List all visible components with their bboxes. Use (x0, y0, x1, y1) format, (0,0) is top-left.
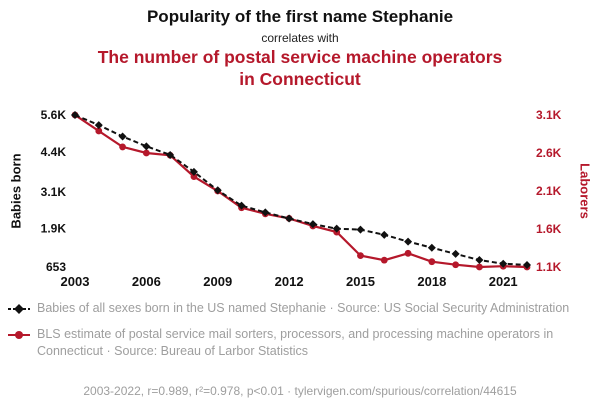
chart-svg: 5.6K 4.4K 3.1K 1.9K 653 3.1K 2.6K 2.1K 1.6K 1.1K 2… (41, 108, 562, 289)
svg-text:1.1K: 1.1K (536, 260, 562, 274)
chart-secondary-title: The number of postal service machine ope… (97, 47, 503, 89)
legend-label-laborers: BLS estimate of postal service mail sort… (37, 326, 554, 358)
legend-item-laborers: BLS estimate of postal service mail sort… (8, 326, 592, 360)
chart-header: Popularity of the first name Stephanie c… (0, 0, 600, 91)
red-line-circle-series-icon (8, 330, 30, 339)
legend-item-stephanie: Babies of all sexes born in the US named… (8, 300, 592, 317)
svg-text:2021: 2021 (489, 274, 518, 289)
chart-area: 5.6K 4.4K 3.1K 1.9K 653 3.1K 2.6K 2.1K 1.6K 1.1K 2… (0, 97, 600, 292)
svg-text:653: 653 (46, 260, 66, 274)
svg-text:2006: 2006 (132, 274, 161, 289)
right-axis-label: Laborers (577, 163, 593, 219)
svg-text:2009: 2009 (203, 274, 232, 289)
legend-label-stephanie: Babies of all sexes born in the US named… (37, 301, 570, 315)
svg-text:2003: 2003 (61, 274, 90, 289)
svg-text:2012: 2012 (275, 274, 304, 289)
chart-subtitle: correlates with (261, 31, 339, 45)
svg-text:3.1K: 3.1K (41, 185, 67, 199)
chart-title: Popularity of the first name Stephanie (146, 7, 454, 26)
svg-text:2.6K: 2.6K (536, 146, 562, 160)
svg-text:2.1K: 2.1K (536, 184, 562, 198)
svg-text:5.6K: 5.6K (41, 108, 67, 122)
legend: Babies of all sexes born in the US named… (8, 300, 592, 369)
black-dashed-diamond-series-icon (8, 304, 30, 314)
svg-text:4.4K: 4.4K (41, 145, 67, 159)
svg-text:2018: 2018 (417, 274, 446, 289)
svg-text:1.6K: 1.6K (536, 222, 562, 236)
footer-stats-and-url: 2003-2022, r=0.989, r²=0.978, p<0.01 · t… (83, 384, 517, 398)
left-axis-label: Babies born (8, 153, 24, 229)
svg-text:2015: 2015 (346, 274, 375, 289)
svg-text:3.1K: 3.1K (536, 108, 562, 122)
svg-text:1.9K: 1.9K (41, 222, 67, 236)
